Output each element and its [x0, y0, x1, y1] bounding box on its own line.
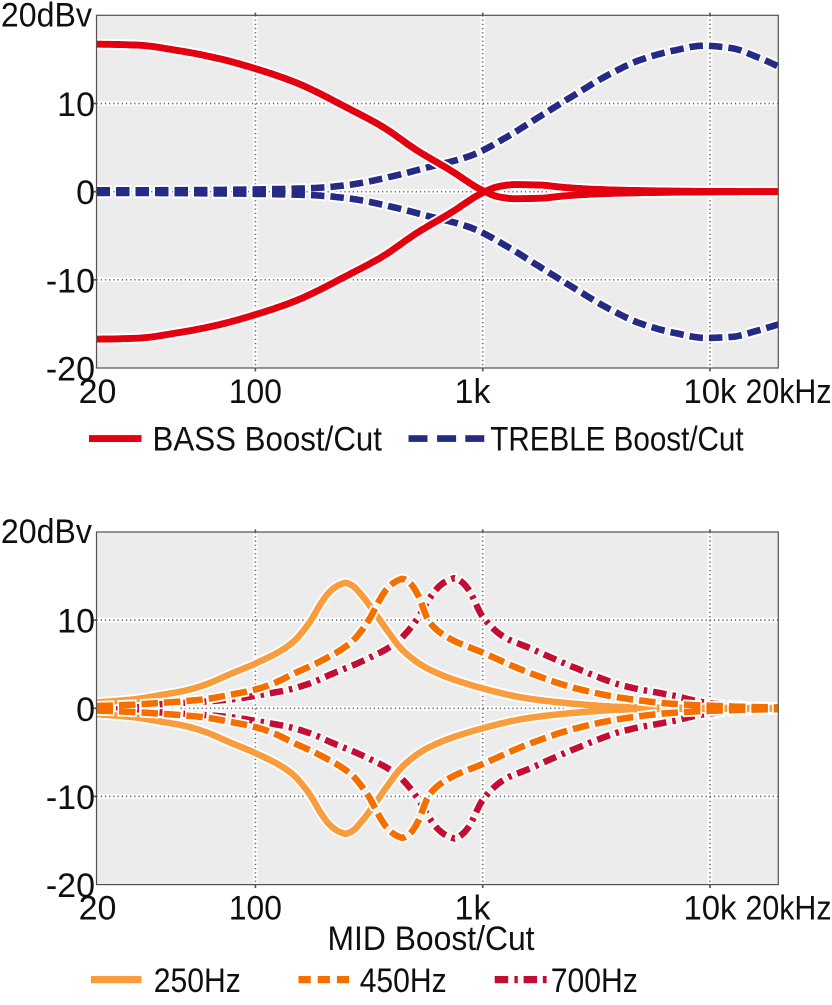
svg-text:20kHz: 20kHz: [746, 373, 832, 411]
svg-text:10k: 10k: [684, 890, 738, 928]
svg-text:100: 100: [229, 373, 282, 411]
svg-text:20: 20: [79, 890, 117, 928]
svg-text:450Hz: 450Hz: [360, 962, 447, 1000]
svg-text:TREBLE Boost/Cut: TREBLE Boost/Cut: [490, 420, 744, 458]
svg-text:MID Boost/Cut: MID Boost/Cut: [328, 920, 536, 958]
svg-text:20kHz: 20kHz: [746, 890, 832, 928]
svg-text:10: 10: [57, 86, 95, 124]
svg-text:10k: 10k: [684, 373, 738, 411]
svg-text:10: 10: [57, 603, 95, 641]
svg-text:0: 0: [76, 174, 95, 212]
svg-text:-10: -10: [46, 262, 95, 300]
svg-text:1k: 1k: [455, 890, 492, 928]
svg-text:-20: -20: [46, 351, 95, 389]
svg-text:-20: -20: [46, 867, 95, 905]
svg-text:20: 20: [79, 373, 117, 411]
svg-text:100: 100: [229, 890, 282, 928]
svg-text:20dBv: 20dBv: [1, 0, 92, 35]
svg-text:700Hz: 700Hz: [551, 962, 638, 1000]
svg-text:-10: -10: [46, 779, 95, 817]
svg-text:20dBv: 20dBv: [1, 513, 92, 551]
svg-text:1k: 1k: [455, 373, 492, 411]
svg-text:0: 0: [76, 691, 95, 729]
svg-text:BASS Boost/Cut: BASS Boost/Cut: [153, 420, 383, 458]
svg-text:250Hz: 250Hz: [154, 962, 241, 1000]
